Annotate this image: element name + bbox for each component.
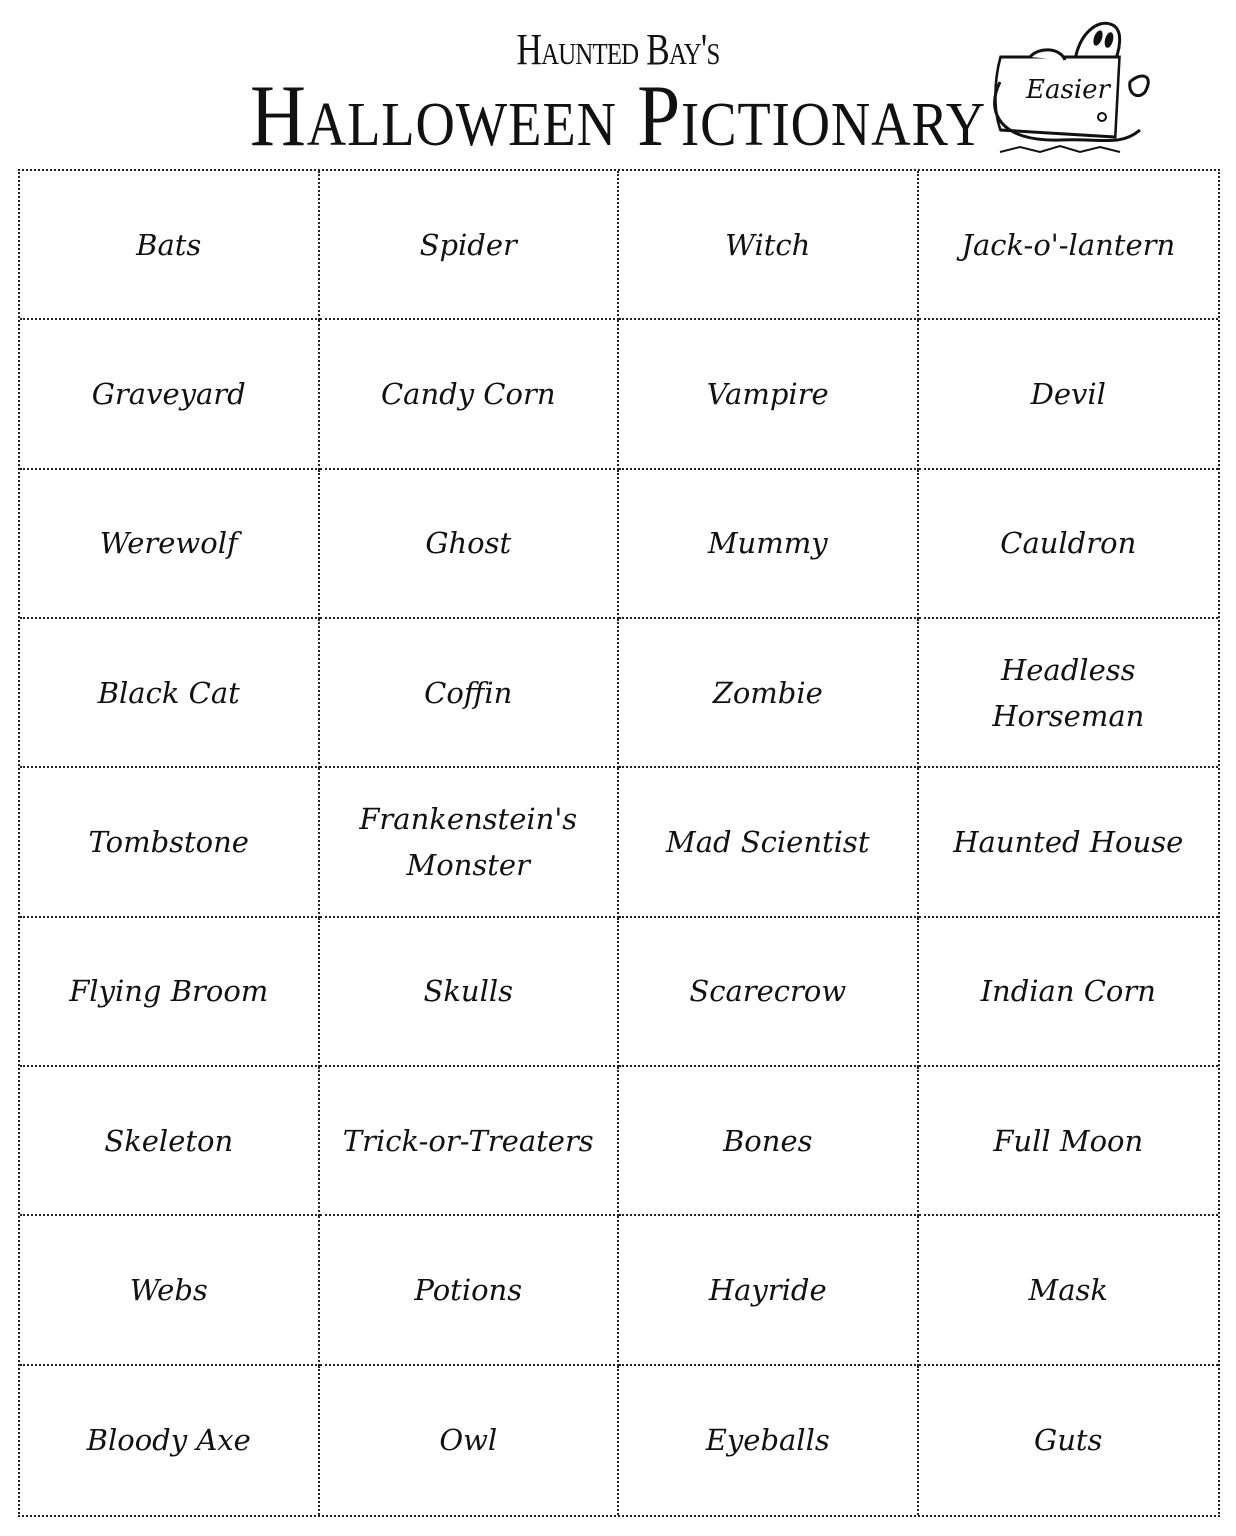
word-card: Coffin <box>319 618 619 769</box>
word-card: Eyeballs <box>619 1365 919 1515</box>
word-card: Spider <box>319 171 619 321</box>
word-card: Devil <box>918 320 1218 470</box>
difficulty-badge: Easier <box>1025 75 1112 105</box>
word-card: Mad Scientist <box>619 768 919 918</box>
word-card: Werewolf <box>20 469 320 619</box>
word-card: Potions <box>319 1216 619 1366</box>
word-card: Owl <box>320 1365 619 1515</box>
ghost-sign-icon: Easier <box>993 21 1150 154</box>
word-card: Full Moon <box>918 1067 1218 1217</box>
word-card: Skulls <box>319 917 619 1067</box>
word-card: Trick-or-Treaters <box>319 1066 619 1217</box>
word-card: Jack-o'-lantern <box>918 171 1218 321</box>
word-card: Hayride <box>619 1216 919 1366</box>
word-card: Webs <box>20 1216 320 1366</box>
word-card: Scarecrow <box>619 917 919 1067</box>
word-card: Bats <box>20 171 320 321</box>
word-card: Headless Horseman <box>918 619 1218 769</box>
word-card: Cauldron <box>918 470 1218 619</box>
word-card: Haunted House <box>918 768 1218 918</box>
word-card: Mummy <box>619 469 919 619</box>
word-card: Skeleton <box>20 1066 320 1217</box>
word-card: Bloody Axe <box>20 1365 320 1515</box>
word-grid: Bats Spider Witch Jack-o'-lantern Graveyard C… <box>18 169 1220 1517</box>
word-card: Tombstone <box>20 768 320 918</box>
word-card: Graveyard <box>20 320 320 470</box>
word-card: Flying Broom <box>20 917 320 1067</box>
page-header: Haunted Bay's Halloween Pictionary Easie… <box>0 0 1236 168</box>
page-title: Halloween Pictionary <box>249 68 987 165</box>
word-card: Black Cat <box>20 618 320 769</box>
word-card: Mask <box>918 1216 1218 1366</box>
page-subtitle: Haunted Bay's <box>516 25 721 74</box>
word-card: Witch <box>619 171 919 321</box>
word-card: Frankenstein's Monster <box>319 768 619 918</box>
word-card: Ghost <box>319 469 619 619</box>
word-card: Zombie <box>619 618 919 769</box>
word-card: Vampire <box>619 320 919 470</box>
word-card: Guts <box>1034 1423 1103 1458</box>
word-card: Indian Corn <box>918 918 1218 1067</box>
word-card: Candy Corn <box>319 320 619 470</box>
word-card: Bones <box>619 1066 919 1217</box>
